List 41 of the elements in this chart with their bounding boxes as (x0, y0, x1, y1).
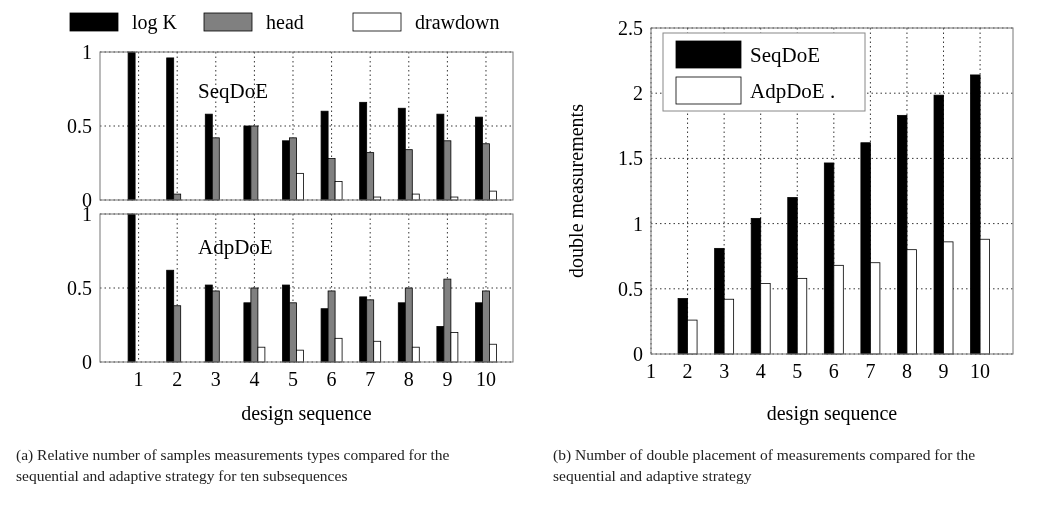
y-tick-label: 0.5 (67, 115, 92, 137)
y-axis-title: double measurements (565, 103, 587, 278)
legend-label: drawdown (415, 11, 500, 33)
x-tick-label: 8 (403, 368, 414, 390)
y-tick-label: 2 (633, 82, 643, 105)
x-tick-label: 9 (938, 360, 949, 382)
x-tick-label: 3 (210, 368, 221, 390)
y-tick-label: 1.5 (618, 147, 643, 170)
x-tick-label: 5 (287, 368, 298, 390)
y-tick-label: 0 (633, 343, 643, 365)
y-tick-label: 1 (82, 41, 92, 63)
y-tick-label: 0 (82, 351, 92, 373)
x-tick-label: 2 (682, 360, 693, 382)
x-tick-label: 5 (792, 360, 803, 382)
x-tick-label: 6 (828, 360, 839, 382)
annotation: SeqDoE (198, 79, 268, 103)
x-tick-label: 1 (133, 368, 144, 390)
x-tick-label: 7 (365, 368, 376, 390)
x-axis-title: design sequence (766, 402, 898, 425)
y-tick-label: 2.5 (618, 17, 643, 39)
y-tick-label: 1 (633, 212, 643, 235)
text: (a) Relative number of samples measurements types compared for the sequential and adaptive strategy for ten subsequences (16, 446, 450, 484)
y-tick-label: 0.5 (67, 277, 92, 299)
legend-label: head (266, 11, 304, 33)
x-tick-label: 4 (755, 360, 766, 382)
x-tick-label: 9 (442, 368, 453, 390)
legend-label: AdpDoE . (750, 79, 836, 103)
x-tick-label: 10 (475, 368, 496, 390)
x-tick-label: 3 (719, 360, 730, 382)
x-tick-label: 7 (865, 360, 876, 382)
x-tick-label: 2 (172, 368, 183, 390)
legend-label: log K (132, 11, 178, 34)
x-axis-title: design sequence (241, 402, 372, 425)
x-tick-label: 8 (901, 360, 912, 382)
x-tick-label: 4 (249, 368, 260, 390)
y-tick-label: 0.5 (618, 277, 643, 300)
x-tick-label: 10 (970, 360, 991, 382)
annotation: AdpDoE (198, 235, 273, 259)
legend-label: SeqDoE (750, 43, 820, 67)
text: (b) Number of double placement of measurements compared for the sequential and adaptive strategy (553, 446, 976, 484)
x-tick-label: 6 (326, 368, 337, 390)
